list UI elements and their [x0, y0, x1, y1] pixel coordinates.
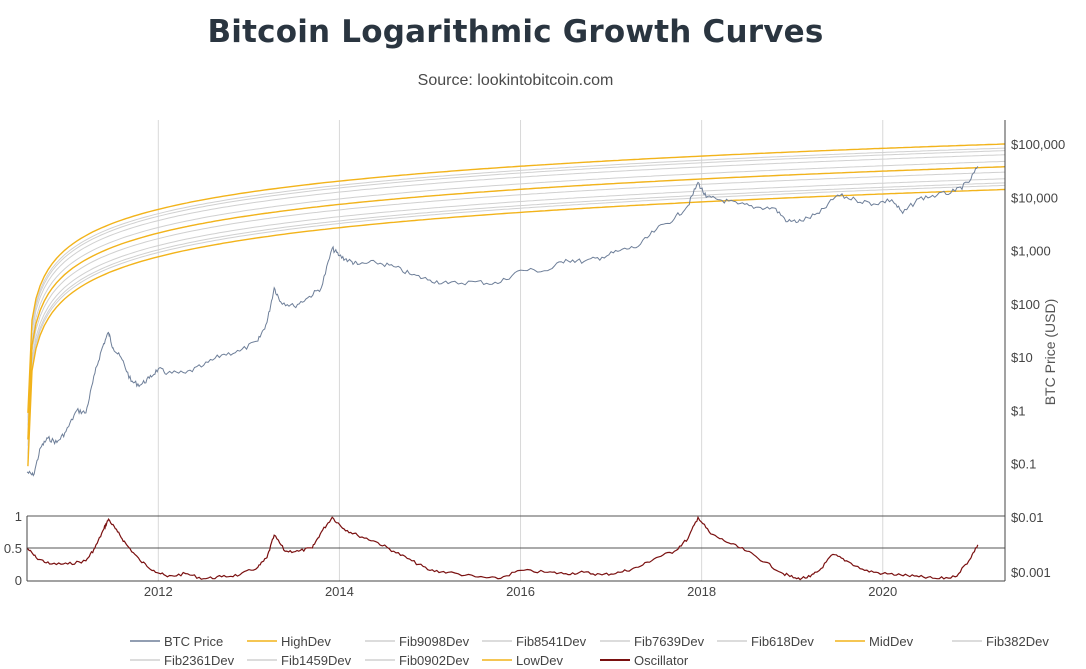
legend-label: Fib0902Dev: [399, 653, 470, 668]
y-tick-label: $1: [1011, 403, 1025, 418]
legend-item-fib9098dev[interactable]: Fib9098Dev: [365, 634, 470, 649]
legend-item-fib618dev[interactable]: Fib618Dev: [717, 634, 814, 649]
oscillator-tick-label: 0: [15, 573, 22, 588]
oscillator-panel: [26, 515, 979, 581]
fib-curve-0-1459: [27, 182, 1006, 459]
oscillator-tick-label: 0.5: [4, 541, 22, 556]
legend-label: Oscillator: [634, 653, 689, 668]
lowdev-curve: [27, 188, 1006, 467]
legend-item-oscillator[interactable]: Oscillator: [600, 653, 689, 668]
legend-item-fib2361dev[interactable]: Fib2361Dev: [130, 653, 235, 668]
legend-label: HighDev: [281, 634, 331, 649]
y-tick-label: $0.1: [1011, 457, 1036, 472]
y-tick-label: $0.01: [1011, 510, 1044, 525]
legend-label: LowDev: [516, 653, 563, 668]
y-tick-label: $10: [1011, 350, 1033, 365]
btc-price-line: [26, 166, 979, 477]
oscillator-line: [26, 515, 979, 581]
gridlines: [27, 120, 1005, 581]
fib-curve-0-382: [27, 171, 1006, 446]
fib-curve-0-7639: [27, 154, 1006, 426]
legend-item-fib1459dev[interactable]: Fib1459Dev: [247, 653, 352, 668]
y-tick-label: $10,000: [1011, 190, 1058, 205]
legend-label: BTC Price: [164, 634, 223, 649]
legend-label: MidDev: [869, 634, 914, 649]
legend-item-fib0902dev[interactable]: Fib0902Dev: [365, 653, 470, 668]
oscillator-tick-label: 1: [15, 509, 22, 524]
legend-label: Fib9098Dev: [399, 634, 470, 649]
chart-subtitle: Source: lookintobitcoin.com: [417, 72, 614, 89]
x-tick-label-2014: 2014: [325, 584, 354, 599]
x-tick-label-2020: 2020: [868, 584, 897, 599]
fib-curve-0-8541: [27, 150, 1006, 421]
legend-item-btc-price[interactable]: BTC Price: [130, 634, 223, 649]
fib-curve-0-618: [27, 160, 1006, 434]
axes: 2012 2014 2016 2018 2020 $100,000 $10,000 $1,00…: [4, 120, 1065, 599]
x-tick-label-2012: 2012: [144, 584, 173, 599]
y-tick-label: $1,000: [1011, 244, 1051, 259]
btc-price-series: [26, 166, 979, 477]
y-tick-label: $0.001: [1011, 565, 1051, 580]
x-tick-label-2018: 2018: [687, 584, 716, 599]
y-axis-title: BTC Price (USD): [1042, 299, 1058, 406]
x-tick-label-2016: 2016: [506, 584, 535, 599]
legend-label: Fib382Dev: [986, 634, 1049, 649]
legend-item-fib8541dev[interactable]: Fib8541Dev: [482, 634, 587, 649]
fib-curve-0-9098: [27, 147, 1006, 418]
legend-item-lowdev[interactable]: LowDev: [482, 653, 563, 668]
legend-label: Fib1459Dev: [281, 653, 352, 668]
chart-title: Bitcoin Logarithmic Growth Curves: [207, 14, 824, 50]
y-tick-label: $100: [1011, 297, 1040, 312]
fib-curve-0-2361: [27, 178, 1006, 454]
middev-curve: [27, 166, 1006, 440]
y-tick-label: $100,000: [1011, 137, 1065, 152]
fib-curve-0-5: [27, 166, 1006, 440]
legend-item-fib382dev[interactable]: Fib382Dev: [952, 634, 1049, 649]
legend-item-fib7639dev[interactable]: Fib7639Dev: [600, 634, 705, 649]
legend-label: Fib618Dev: [751, 634, 814, 649]
fib-curve-0-0902: [27, 184, 1006, 462]
legend[interactable]: BTC Price HighDev Fib9098Dev Fib8541Dev Fib7…: [130, 634, 1049, 668]
legend-label: Fib8541Dev: [516, 634, 587, 649]
legend-label: Fib2361Dev: [164, 653, 235, 668]
legend-item-middev[interactable]: MidDev: [835, 634, 914, 649]
highdev-curve: [27, 143, 1006, 413]
legend-item-highdev[interactable]: HighDev: [247, 634, 331, 649]
legend-label: Fib7639Dev: [634, 634, 705, 649]
growth-curves: [27, 143, 1006, 467]
